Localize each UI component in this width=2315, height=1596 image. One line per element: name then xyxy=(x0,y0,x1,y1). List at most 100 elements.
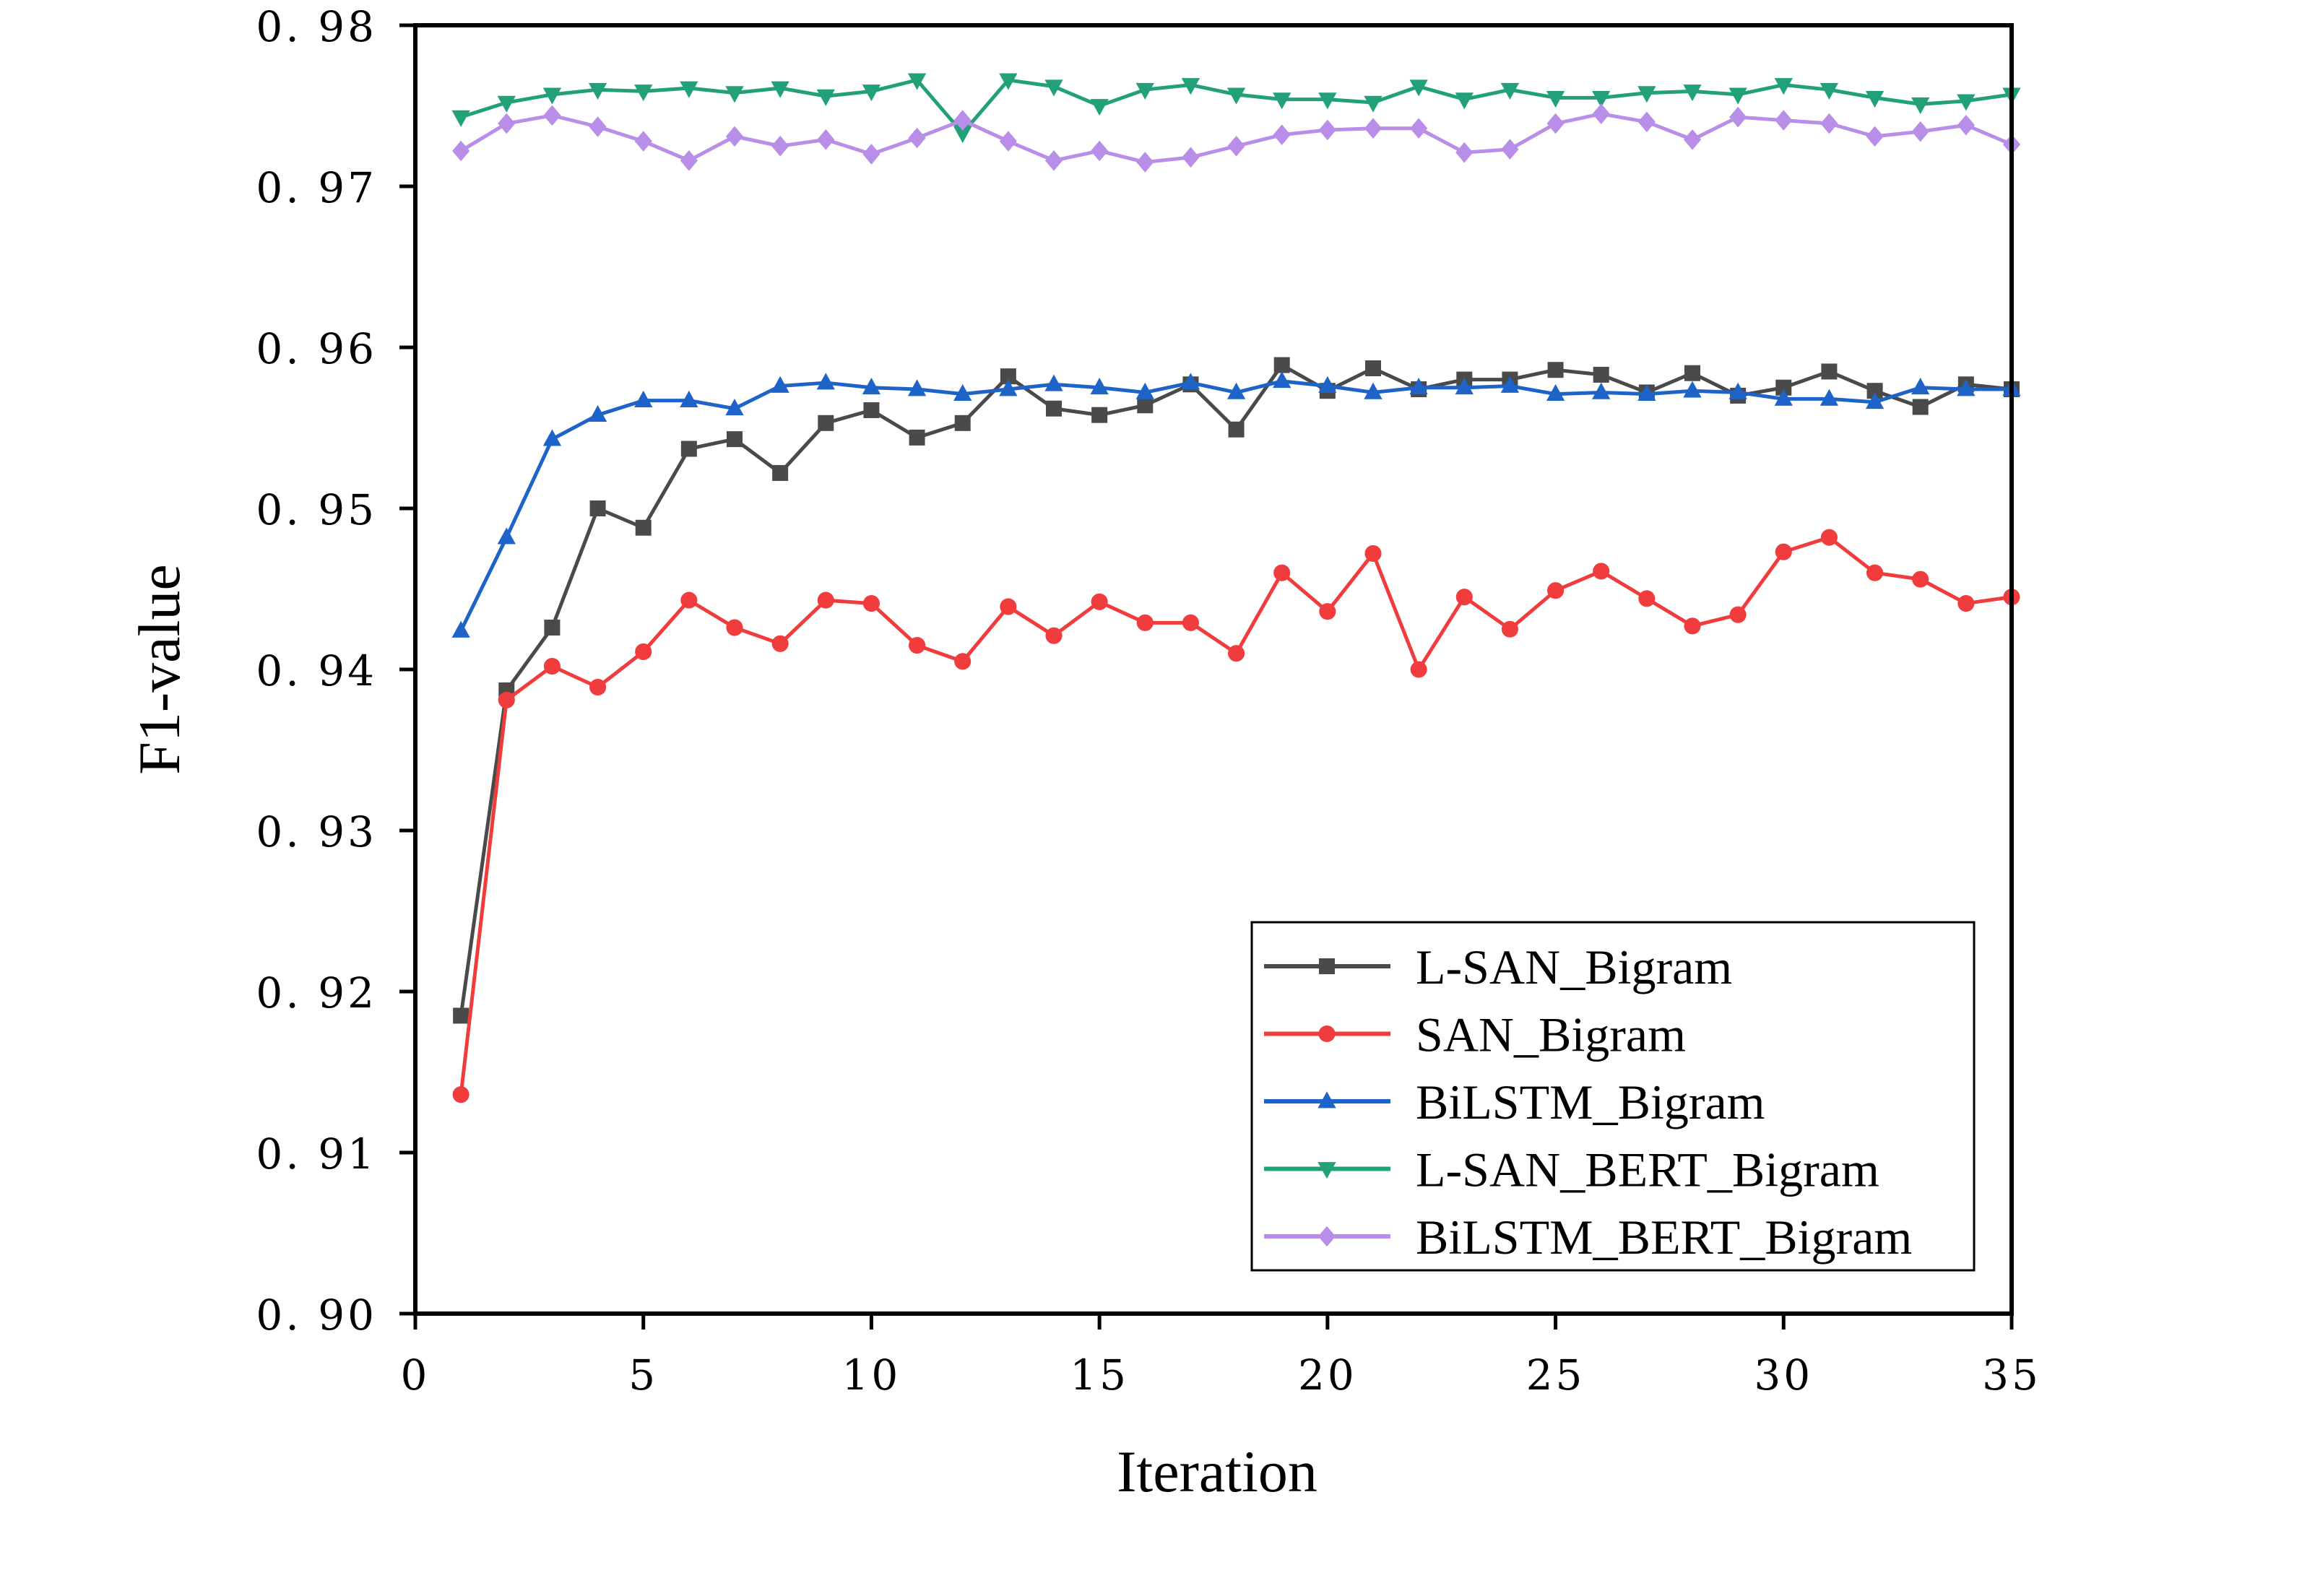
data-point xyxy=(818,415,834,431)
data-point xyxy=(1684,617,1701,635)
legend: L-SAN_Bigram SAN_Bigram BiLSTM_Bigram L-SAN… xyxy=(1250,921,1976,1272)
x-tick-label: 20 xyxy=(1298,1350,1357,1400)
data-point xyxy=(1866,126,1884,147)
data-point xyxy=(542,87,562,105)
data-point xyxy=(1410,118,1428,139)
data-point xyxy=(1911,97,1930,115)
data-point xyxy=(497,95,516,113)
y-tick-label: 0. 93 xyxy=(256,807,377,856)
data-point xyxy=(1911,378,1930,395)
legend-items: L-SAN_Bigram SAN_Bigram BiLSTM_Bigram L-SAN… xyxy=(1264,940,1912,1265)
data-point xyxy=(725,398,744,416)
data-point xyxy=(1957,595,1975,612)
y-axis-ticks: 0. 90 0. 91 0. 92 0. 93 0. 94 0. 95 0. 96 0. 97… xyxy=(256,2,415,1340)
legend-label: BiLSTM_Bigram xyxy=(1416,1075,1765,1129)
data-point xyxy=(1318,119,1336,141)
data-point xyxy=(999,73,1018,90)
data-point xyxy=(1637,111,1656,133)
data-point xyxy=(1226,382,1246,399)
data-point xyxy=(680,81,698,98)
legend-marker xyxy=(1317,1091,1336,1109)
data-point xyxy=(680,150,698,171)
data-point xyxy=(1500,376,1520,393)
data-point xyxy=(1000,598,1017,615)
data-point xyxy=(1866,383,1883,399)
data-point xyxy=(1775,110,1793,131)
data-point xyxy=(1957,379,1976,396)
data-point xyxy=(1319,603,1336,620)
data-point xyxy=(680,591,698,609)
y-tick-label: 0. 96 xyxy=(256,324,377,373)
data-point xyxy=(1820,529,1838,546)
data-point xyxy=(1593,563,1610,580)
data-point xyxy=(542,429,562,446)
data-point xyxy=(451,620,470,638)
legend-marker xyxy=(1317,1162,1336,1179)
data-point xyxy=(954,653,972,670)
data-point xyxy=(907,73,927,90)
data-point xyxy=(634,131,652,152)
data-point xyxy=(1637,383,1656,402)
data-point xyxy=(1819,82,1839,100)
data-point xyxy=(1135,82,1154,100)
legend-label: L-SAN_Bigram xyxy=(1416,940,1732,994)
data-point xyxy=(1227,135,1245,157)
data-point xyxy=(451,110,470,127)
data-point xyxy=(726,619,743,636)
data-point xyxy=(1592,382,1611,399)
data-point xyxy=(1273,92,1291,110)
y-tick-label: 0. 91 xyxy=(256,1129,377,1179)
data-point xyxy=(771,135,789,157)
data-point xyxy=(1182,147,1200,168)
data-point xyxy=(908,127,926,149)
data-point xyxy=(862,144,880,165)
series-BiLSTM_Bigram xyxy=(451,371,2021,638)
data-point xyxy=(635,519,652,536)
data-point xyxy=(725,126,744,147)
y-tick-label: 0. 98 xyxy=(256,2,377,51)
data-point xyxy=(452,1086,470,1103)
data-point xyxy=(1409,378,1428,395)
data-point xyxy=(1318,376,1337,393)
data-point xyxy=(953,126,972,144)
data-point xyxy=(1546,91,1565,108)
data-point xyxy=(1455,589,1473,606)
data-point xyxy=(1136,152,1154,173)
data-point xyxy=(1181,78,1200,95)
series-layer xyxy=(451,73,2021,1103)
data-point xyxy=(1044,374,1063,391)
x-tick-label: 25 xyxy=(1526,1350,1585,1400)
data-point xyxy=(1045,627,1063,644)
data-point xyxy=(452,140,470,162)
data-point xyxy=(543,105,561,126)
legend-label: SAN_Bigram xyxy=(1416,1007,1686,1062)
data-point xyxy=(1501,620,1518,638)
data-point xyxy=(953,110,972,131)
data-point xyxy=(680,390,698,407)
data-point xyxy=(498,691,515,708)
data-point xyxy=(1501,139,1519,160)
data-point xyxy=(634,84,653,102)
data-point xyxy=(1546,113,1565,134)
data-point xyxy=(1728,382,1747,399)
data-point xyxy=(863,402,880,418)
data-point xyxy=(954,415,971,431)
data-point xyxy=(909,637,926,654)
x-tick-label: 10 xyxy=(842,1350,901,1400)
data-point xyxy=(635,643,652,661)
data-point xyxy=(1912,571,1929,588)
y-axis-title: F1-value xyxy=(126,564,192,774)
data-point xyxy=(725,86,744,103)
series-L-SAN_BERT_Bigram xyxy=(451,73,2021,144)
data-point xyxy=(1546,383,1565,402)
data-point xyxy=(543,657,561,675)
x-tick-label: 5 xyxy=(628,1350,658,1400)
data-point xyxy=(1638,590,1656,607)
data-point xyxy=(1181,373,1200,390)
data-point xyxy=(1912,399,1929,415)
data-point xyxy=(544,620,561,636)
series-SAN_Bigram xyxy=(452,529,2020,1103)
data-point xyxy=(1000,368,1016,385)
x-tick-label: 35 xyxy=(1982,1350,2041,1400)
